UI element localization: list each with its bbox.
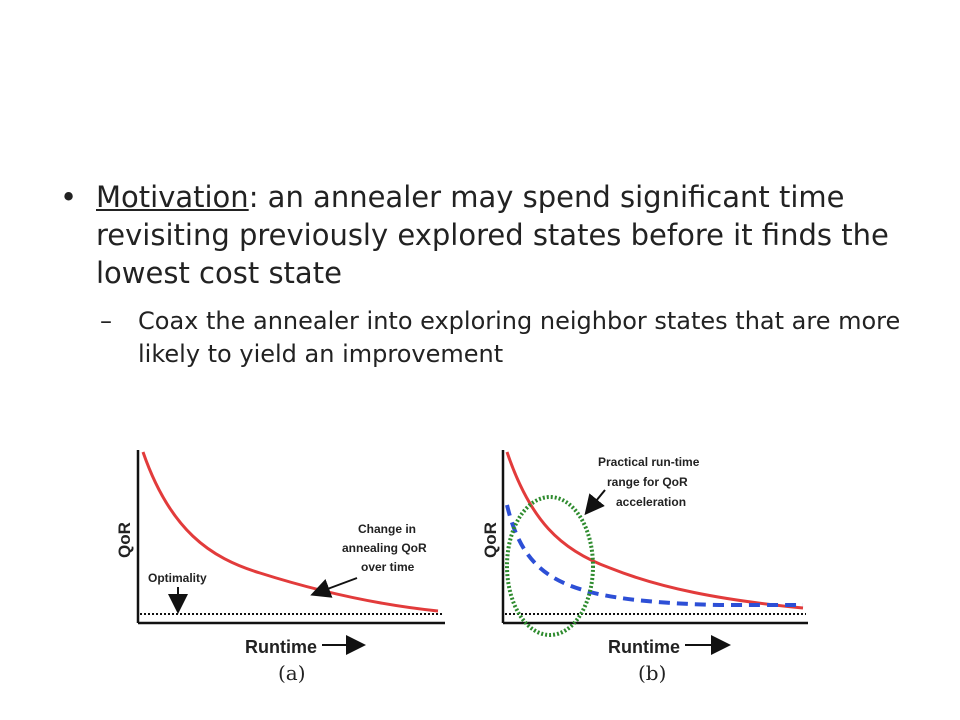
- panel-a: QoR Runtime (a) Change in annealing QoR …: [115, 450, 445, 685]
- sub-bullet-dash-icon: –: [100, 307, 112, 335]
- panel-b: QoR Runtime (b) Practical run-time range…: [481, 450, 808, 685]
- bullet-term: Motivation: [96, 180, 249, 214]
- panel-b-annotation-line3: acceleration: [616, 495, 686, 509]
- panel-a-xlabel: Runtime: [245, 637, 317, 657]
- panel-a-annotation-line1: Change in: [358, 522, 416, 536]
- figure: QoR Runtime (a) Change in annealing QoR …: [0, 440, 960, 720]
- panel-b-range-arrow: [584, 489, 606, 516]
- panel-b-caption: (b): [638, 661, 666, 685]
- panel-a-ylabel: QoR: [115, 522, 134, 558]
- panel-a-curve-arrow: [310, 577, 358, 598]
- panel-b-annotation-line2: range for QoR: [607, 475, 688, 489]
- sub-bullet-text: Coax the annealer into exploring neighbo…: [138, 307, 901, 368]
- panel-b-range-ellipse: [505, 495, 595, 637]
- panel-a-optimality-label: Optimality: [148, 571, 207, 585]
- bullet-text: : an annealer may spend significant time…: [96, 180, 889, 290]
- panel-a-qor-curve: [141, 451, 439, 613]
- panel-a-annotation-line2: annealing QoR: [342, 541, 427, 555]
- panel-a-annotation-line3: over time: [361, 560, 415, 574]
- bullet-list: • Motivation: an annealer may spend sign…: [60, 178, 920, 371]
- bullet-dot-icon: •: [60, 180, 78, 214]
- panel-a-caption: (a): [278, 661, 306, 685]
- panel-b-xlabel: Runtime: [608, 637, 680, 657]
- panel-b-annotation-line1: Practical run-time: [598, 455, 700, 469]
- sub-bullet-item: – Coax the annealer into exploring neigh…: [60, 305, 920, 371]
- figure-svg: QoR Runtime (a) Change in annealing QoR …: [115, 450, 808, 685]
- panel-b-baseline-curve: [505, 451, 804, 610]
- bullet-item-motivation: • Motivation: an annealer may spend sign…: [60, 178, 920, 292]
- panel-b-accelerated-curve: [505, 504, 803, 607]
- panel-b-ylabel: QoR: [481, 522, 500, 558]
